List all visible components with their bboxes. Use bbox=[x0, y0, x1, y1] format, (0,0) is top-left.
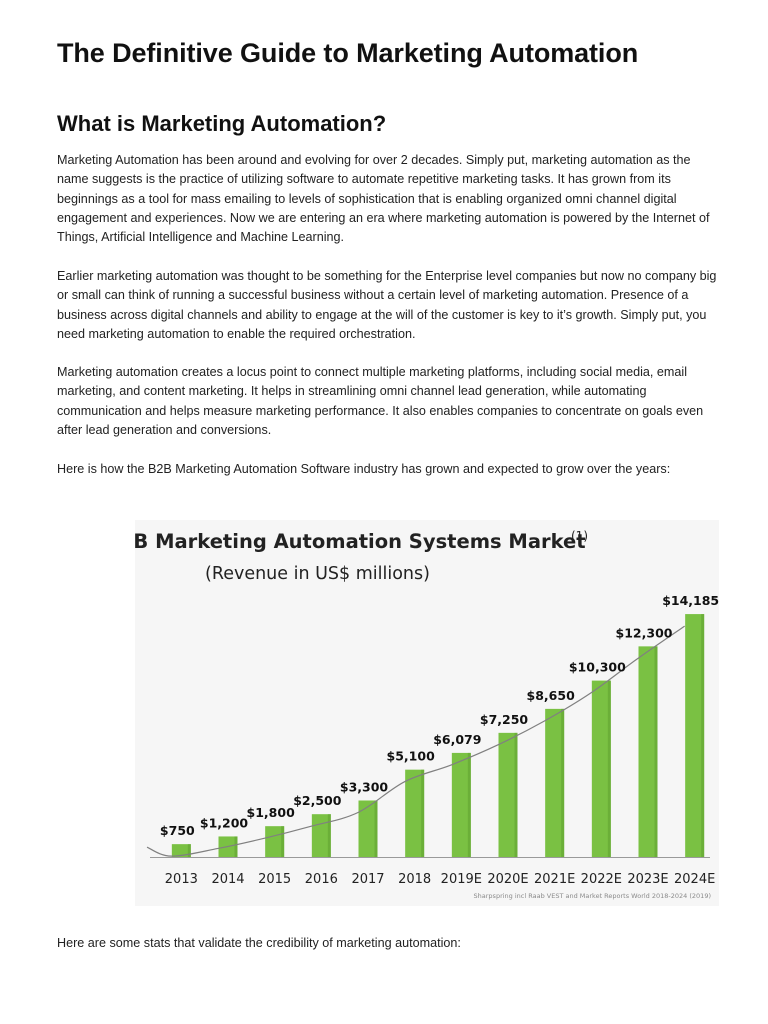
bar-shade bbox=[327, 814, 331, 857]
x-tick-label: 2024E bbox=[674, 872, 715, 887]
bar bbox=[498, 732, 518, 857]
bar-shade bbox=[234, 836, 238, 857]
paragraph-stats-intro: Here are some stats that validate the cr… bbox=[57, 936, 461, 950]
x-tick-label: 2015 bbox=[258, 872, 291, 887]
value-label: $12,300 bbox=[616, 625, 673, 640]
bar-shade bbox=[701, 614, 705, 857]
value-labels: $750 $1,200$1,800$2,500$3,300 $5,100 $6,079… bbox=[160, 593, 719, 838]
x-tick-label: 2022E bbox=[581, 872, 622, 887]
value-label: $1,200 bbox=[200, 815, 249, 830]
paragraph-enterprise: Earlier marketing automation was thought… bbox=[57, 269, 717, 341]
x-tick-label: 2021E bbox=[534, 872, 575, 887]
x-axis: 2013 2014 2015 2016 2017 2018 2019E 2020E 2021E 2… bbox=[165, 872, 716, 887]
bar bbox=[685, 614, 705, 857]
value-label: $8,650 bbox=[527, 688, 576, 703]
bar-shade bbox=[561, 708, 565, 857]
section-heading: What is Marketing Automation? bbox=[57, 111, 387, 136]
bar bbox=[545, 708, 565, 857]
bar-shade bbox=[421, 769, 425, 857]
bar-shade bbox=[654, 646, 658, 857]
value-label: $3,300 bbox=[340, 779, 389, 794]
market-chart-svg: B2B Marketing Automation Systems Market … bbox=[135, 520, 719, 906]
bar-shade bbox=[187, 844, 191, 857]
x-tick-label: 2018 bbox=[398, 872, 431, 887]
x-tick-label: 2023E bbox=[627, 872, 668, 887]
page-title: The Definitive Guide to Marketing Automa… bbox=[57, 38, 639, 68]
value-label: $6,079 bbox=[433, 732, 481, 747]
market-chart: B2B Marketing Automation Systems Market … bbox=[135, 520, 719, 906]
bar bbox=[638, 646, 658, 857]
x-tick-label: 2019E bbox=[441, 872, 482, 887]
x-tick-label: 2016 bbox=[305, 872, 338, 887]
chart-source: Sharpspring incl Raab VEST and Market Re… bbox=[474, 892, 711, 900]
bar-shade bbox=[607, 680, 611, 857]
value-label: $750 bbox=[160, 823, 195, 838]
x-tick-label: 2017 bbox=[351, 872, 384, 887]
paragraph-intro: Marketing Automation has been around and… bbox=[57, 153, 710, 245]
chart-subtitle: (Revenue in US$ millions) bbox=[205, 564, 430, 584]
value-label: $7,250 bbox=[480, 712, 529, 727]
x-tick-label: 2013 bbox=[165, 872, 198, 887]
bar-shade bbox=[467, 752, 471, 857]
bar bbox=[405, 769, 425, 857]
bar bbox=[451, 752, 471, 857]
x-tick-label: 2014 bbox=[211, 872, 244, 887]
value-label: $14,185 bbox=[662, 593, 719, 608]
value-label: $2,500 bbox=[293, 793, 342, 808]
trend-line bbox=[146, 625, 686, 857]
bar bbox=[265, 826, 285, 857]
bar-shade bbox=[281, 826, 285, 857]
chart-title-note: (1) bbox=[571, 529, 588, 543]
bar-shade bbox=[374, 800, 378, 857]
bar bbox=[591, 680, 611, 857]
bar-shade bbox=[514, 732, 518, 857]
bar bbox=[171, 844, 191, 857]
value-label: $10,300 bbox=[569, 660, 626, 675]
y-axis: $0$2,000$4,000$6,000$8,000$10,000$12,000… bbox=[150, 857, 710, 858]
bar bbox=[358, 800, 378, 857]
paragraph-locus-point: Marketing automation creates a locus poi… bbox=[57, 365, 704, 437]
value-label: $1,800 bbox=[247, 805, 296, 820]
chart-title: B2B Marketing Automation Systems Market bbox=[135, 530, 586, 553]
paragraph-chart-intro: Here is how the B2B Marketing Automation… bbox=[57, 462, 671, 476]
value-label: $5,100 bbox=[387, 749, 436, 764]
x-tick-label: 2020E bbox=[487, 872, 528, 887]
